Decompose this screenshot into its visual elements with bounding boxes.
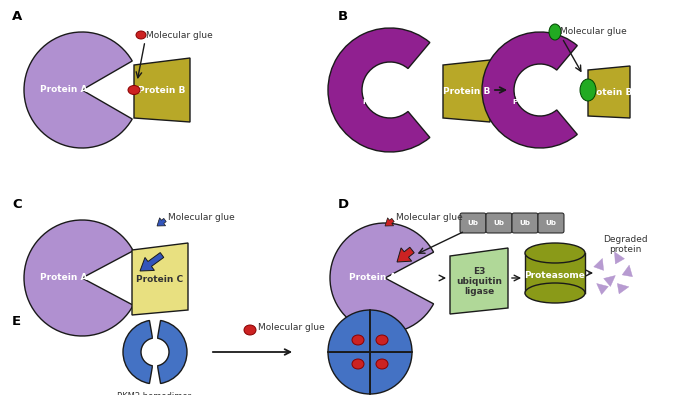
FancyBboxPatch shape xyxy=(486,213,512,233)
Ellipse shape xyxy=(376,335,388,345)
FancyBboxPatch shape xyxy=(525,253,585,293)
Text: Ub: Ub xyxy=(493,220,504,226)
FancyArrow shape xyxy=(157,218,166,226)
Polygon shape xyxy=(443,60,490,122)
FancyBboxPatch shape xyxy=(460,213,486,233)
Ellipse shape xyxy=(580,79,596,101)
Wedge shape xyxy=(330,223,433,333)
Ellipse shape xyxy=(244,325,256,335)
Polygon shape xyxy=(588,66,630,118)
Text: PKM2 homodimer,
less active: PKM2 homodimer, less active xyxy=(117,392,193,395)
Text: Mutated
Protein A: Mutated Protein A xyxy=(513,92,551,105)
Text: Molecular glue: Molecular glue xyxy=(258,322,325,331)
Text: E3
ubiquitin
ligase: E3 ubiquitin ligase xyxy=(456,267,502,296)
Text: Protein C: Protein C xyxy=(136,275,184,284)
Ellipse shape xyxy=(525,243,585,263)
Wedge shape xyxy=(482,32,577,148)
Ellipse shape xyxy=(549,24,561,40)
Text: Protein B: Protein B xyxy=(585,88,632,97)
Polygon shape xyxy=(597,284,608,295)
Wedge shape xyxy=(328,310,370,352)
FancyBboxPatch shape xyxy=(538,213,564,233)
Text: Degraded
protein: Degraded protein xyxy=(603,235,647,254)
Ellipse shape xyxy=(136,31,146,39)
Polygon shape xyxy=(450,248,508,314)
Polygon shape xyxy=(132,243,188,315)
Text: Proteasome: Proteasome xyxy=(524,271,585,280)
Wedge shape xyxy=(328,352,370,394)
Ellipse shape xyxy=(376,359,388,369)
Text: Ub: Ub xyxy=(520,220,531,226)
Text: Protein B: Protein B xyxy=(138,86,186,95)
FancyBboxPatch shape xyxy=(512,213,538,233)
Wedge shape xyxy=(123,320,153,384)
Polygon shape xyxy=(603,275,616,286)
Wedge shape xyxy=(24,220,133,336)
Polygon shape xyxy=(618,284,629,294)
Polygon shape xyxy=(134,58,190,122)
FancyArrow shape xyxy=(385,218,394,226)
Wedge shape xyxy=(370,310,412,352)
Text: Protein A: Protein A xyxy=(40,273,88,282)
Text: Ub: Ub xyxy=(468,220,479,226)
FancyArrow shape xyxy=(397,247,414,262)
Text: Molecular glue: Molecular glue xyxy=(168,214,235,222)
Text: C: C xyxy=(12,198,22,211)
Polygon shape xyxy=(614,252,624,264)
Text: Protein A: Protein A xyxy=(349,273,397,282)
Text: Molecular glue: Molecular glue xyxy=(560,28,627,36)
Ellipse shape xyxy=(128,85,140,94)
FancyArrow shape xyxy=(140,252,164,271)
Wedge shape xyxy=(328,28,430,152)
Text: Mutated
Protein A: Mutated Protein A xyxy=(363,92,401,105)
Ellipse shape xyxy=(352,335,364,345)
Ellipse shape xyxy=(352,359,364,369)
Text: Protein A: Protein A xyxy=(40,85,88,94)
Text: B: B xyxy=(338,10,348,23)
Polygon shape xyxy=(622,265,632,277)
Wedge shape xyxy=(157,320,187,384)
Text: Ub: Ub xyxy=(545,220,556,226)
Ellipse shape xyxy=(525,283,585,303)
Text: Protein B: Protein B xyxy=(443,87,490,96)
Wedge shape xyxy=(370,352,412,394)
Text: E: E xyxy=(12,315,21,328)
Text: Molecular glue: Molecular glue xyxy=(396,214,463,222)
Wedge shape xyxy=(24,32,132,148)
Text: Molecular glue: Molecular glue xyxy=(146,30,213,40)
Text: D: D xyxy=(338,198,349,211)
Polygon shape xyxy=(594,258,603,271)
Text: A: A xyxy=(12,10,22,23)
